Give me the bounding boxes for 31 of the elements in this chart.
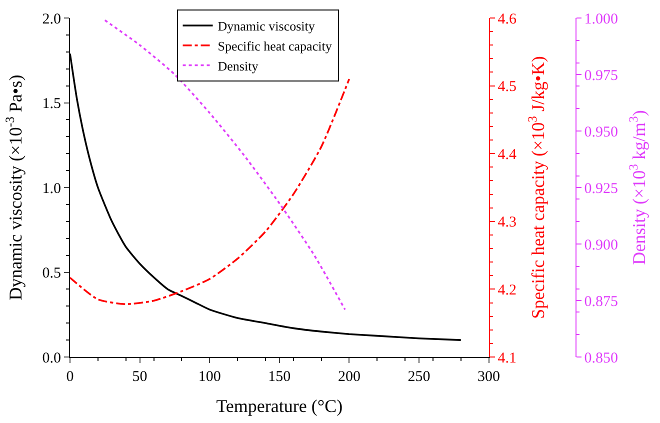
y3-tick-label: 0.850 xyxy=(584,350,618,366)
legend-label: Dynamic viscosity xyxy=(218,18,316,34)
y-tick-label: 0.0 xyxy=(42,350,61,366)
y2-tick-label: 4.4 xyxy=(498,146,518,163)
y-tick-label: 0.5 xyxy=(42,266,61,282)
y3-tick-label: 1.000 xyxy=(584,11,618,28)
y3-tick-label: 0.875 xyxy=(584,294,618,310)
x-tick-label: 150 xyxy=(268,369,291,385)
y-tick-label: 2.0 xyxy=(42,11,61,28)
x-tick-label: 300 xyxy=(478,369,500,385)
line-series xyxy=(70,78,350,306)
y-tick-label: 1.5 xyxy=(42,96,61,112)
y2-tick-label: 4.1 xyxy=(498,350,517,366)
line-series xyxy=(104,19,346,310)
x-tick-label: 200 xyxy=(338,369,360,385)
legend-label: Density xyxy=(218,58,259,74)
y3-tick-label: 0.975 xyxy=(584,68,618,84)
y2-tick-label: 4.2 xyxy=(498,282,517,298)
y2-tick-label: 4.3 xyxy=(498,214,517,231)
x-tick-label: 50 xyxy=(132,369,148,385)
x-tick-label: 250 xyxy=(408,369,430,385)
x-tick-label: 0 xyxy=(66,369,74,385)
y2-tick-label: 4.6 xyxy=(498,11,518,28)
x-axis-title: Temperature (°C) xyxy=(216,396,343,416)
y3-tick-label: 0.925 xyxy=(584,180,618,197)
legend-label: Specific heat capacity xyxy=(218,38,332,54)
y-tick-label: 1.0 xyxy=(42,180,61,197)
y2-tick-label: 4.5 xyxy=(498,79,517,96)
y3-tick-label: 0.950 xyxy=(584,124,618,140)
x-tick-label: 100 xyxy=(198,369,221,385)
y3-tick-label: 0.900 xyxy=(584,237,618,254)
